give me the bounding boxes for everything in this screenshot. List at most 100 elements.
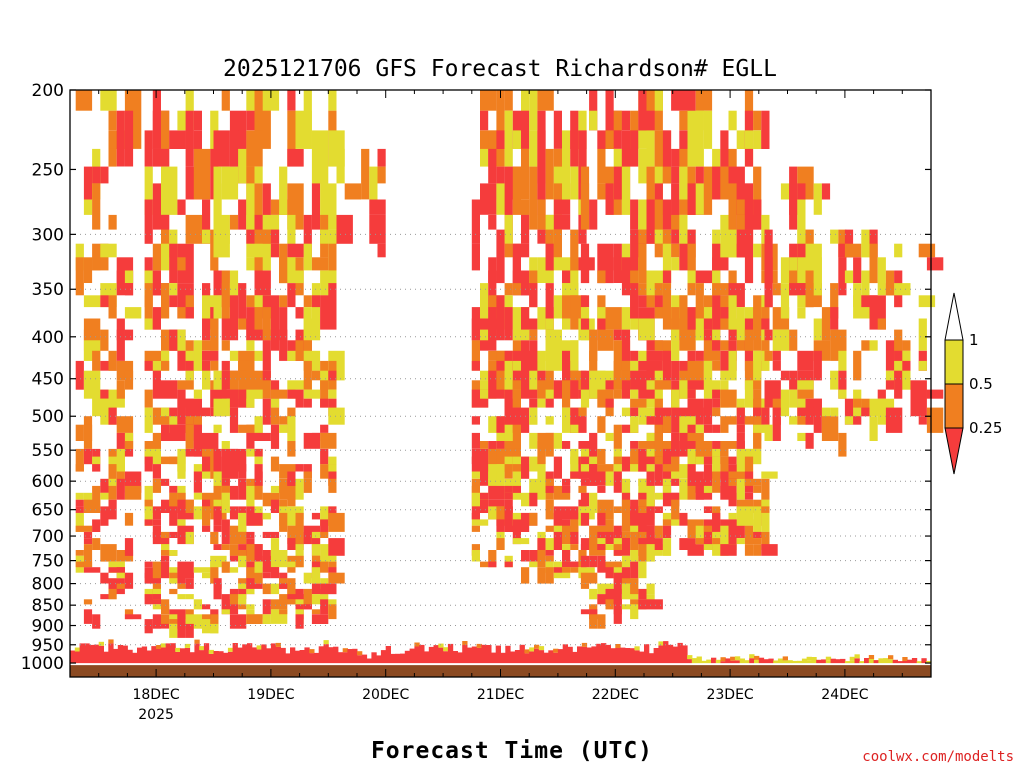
- heatmap-cell: [753, 329, 762, 351]
- heatmap-cell: [270, 229, 280, 244]
- heatmap-cell: [279, 499, 288, 513]
- heatmap-cell: [161, 538, 170, 545]
- heatmap-cell: [695, 90, 713, 111]
- heatmap-cell: [646, 130, 655, 167]
- surface-cell: [711, 657, 717, 665]
- heatmap-cell: [254, 432, 271, 441]
- heatmap-cell: [562, 531, 571, 544]
- surface-cell: [227, 651, 234, 665]
- heatmap-cell: [193, 130, 202, 149]
- heatmap-cell: [646, 583, 655, 595]
- legend-label: 1: [969, 331, 979, 349]
- heatmap-cell: [613, 166, 622, 200]
- heatmap-cell: [570, 166, 579, 200]
- heatmap-cell: [504, 555, 513, 568]
- heatmap-cell: [646, 506, 655, 526]
- heatmap-cell: [728, 183, 737, 230]
- heatmap-cell: [662, 525, 672, 538]
- heatmap-cell: [597, 307, 606, 330]
- surface-cell: [768, 658, 774, 665]
- heatmap-cell: [287, 525, 296, 545]
- heatmap-cell: [221, 283, 230, 319]
- heatmap-cell: [570, 229, 579, 271]
- heatmap-cell: [720, 340, 729, 351]
- heatmap-cell: [630, 407, 639, 417]
- heatmap-cell: [844, 416, 854, 425]
- surface-cell: [486, 645, 492, 665]
- heatmap-cell: [728, 416, 737, 425]
- surface-cell: [280, 647, 286, 665]
- heatmap-cell: [144, 295, 153, 330]
- heatmap-cell: [712, 340, 721, 351]
- heatmap-cell: [221, 166, 239, 200]
- heatmap-cell: [521, 464, 530, 472]
- heatmap-cell: [687, 441, 696, 457]
- heatmap-cell: [328, 243, 337, 271]
- heatmap-cell: [918, 295, 936, 308]
- heatmap-cells: [75, 90, 944, 638]
- heatmap-cell: [753, 110, 762, 131]
- heatmap-cell: [630, 561, 639, 579]
- heatmap-cell: [728, 544, 737, 556]
- heatmap-cell: [553, 257, 562, 271]
- heatmap-cell: [720, 389, 737, 408]
- heatmap-cell: [328, 283, 337, 319]
- heatmap-cell: [789, 183, 798, 230]
- surface-cell: [634, 646, 640, 651]
- heatmap-cell: [328, 90, 337, 111]
- heatmap-cell: [92, 614, 101, 629]
- heatmap-cell: [270, 389, 288, 399]
- heatmap-cell: [529, 130, 538, 167]
- heatmap-cell: [328, 214, 337, 230]
- heatmap-cell: [512, 424, 521, 449]
- heatmap-cell: [885, 407, 903, 433]
- surface-cell: [715, 659, 722, 665]
- heatmap-cell: [869, 416, 878, 441]
- surface-cell: [285, 653, 291, 665]
- heatmap-cell: [311, 594, 329, 605]
- heatmap-cell: [654, 380, 672, 390]
- heatmap-cell: [213, 183, 222, 230]
- surface-cell: [175, 651, 181, 665]
- heatmap-cell: [580, 318, 590, 330]
- heatmap-cell: [92, 166, 101, 184]
- surface-cell: [911, 658, 918, 665]
- heatmap-cell: [654, 340, 663, 351]
- heatmap-cell: [202, 199, 211, 244]
- heatmap-cell: [169, 506, 178, 526]
- heatmap-cell: [116, 471, 125, 486]
- heatmap-cell: [144, 519, 153, 526]
- heatmap-cell: [545, 350, 562, 371]
- surface-cell: [462, 645, 468, 665]
- heatmap-cell: [169, 485, 178, 493]
- heatmap-cell: [246, 229, 255, 244]
- heatmap-cell: [295, 389, 304, 408]
- heatmap-cell: [744, 544, 754, 556]
- heatmap-cell: [100, 478, 109, 493]
- surface-cell: [534, 644, 540, 649]
- heatmap-cell: [910, 389, 927, 417]
- heatmap-cell: [161, 148, 170, 167]
- heatmap-cell: [797, 199, 806, 244]
- heatmap-cell: [108, 214, 117, 230]
- heatmap-cell: [328, 456, 337, 465]
- surface-cell: [333, 646, 339, 665]
- heatmap-cell: [671, 441, 680, 465]
- heatmap-cell: [210, 360, 219, 371]
- heatmap-cell: [221, 519, 230, 532]
- heatmap-cell: [605, 531, 614, 544]
- surface-cell: [438, 643, 444, 648]
- heatmap-cell: [471, 544, 480, 556]
- heatmap-cell: [703, 318, 713, 330]
- heatmap-cell: [562, 478, 571, 486]
- heatmap-cell: [202, 360, 211, 381]
- heatmap-cell: [570, 544, 579, 550]
- heatmap-cell: [161, 478, 170, 486]
- heatmap-cell: [638, 448, 647, 472]
- heatmap-cell: [246, 183, 255, 230]
- heatmap-cell: [797, 257, 806, 283]
- heatmap-cell: [202, 604, 211, 610]
- heatmap-cell: [161, 380, 178, 399]
- heatmap-cell: [185, 424, 194, 449]
- heatmap-cell: [813, 398, 822, 408]
